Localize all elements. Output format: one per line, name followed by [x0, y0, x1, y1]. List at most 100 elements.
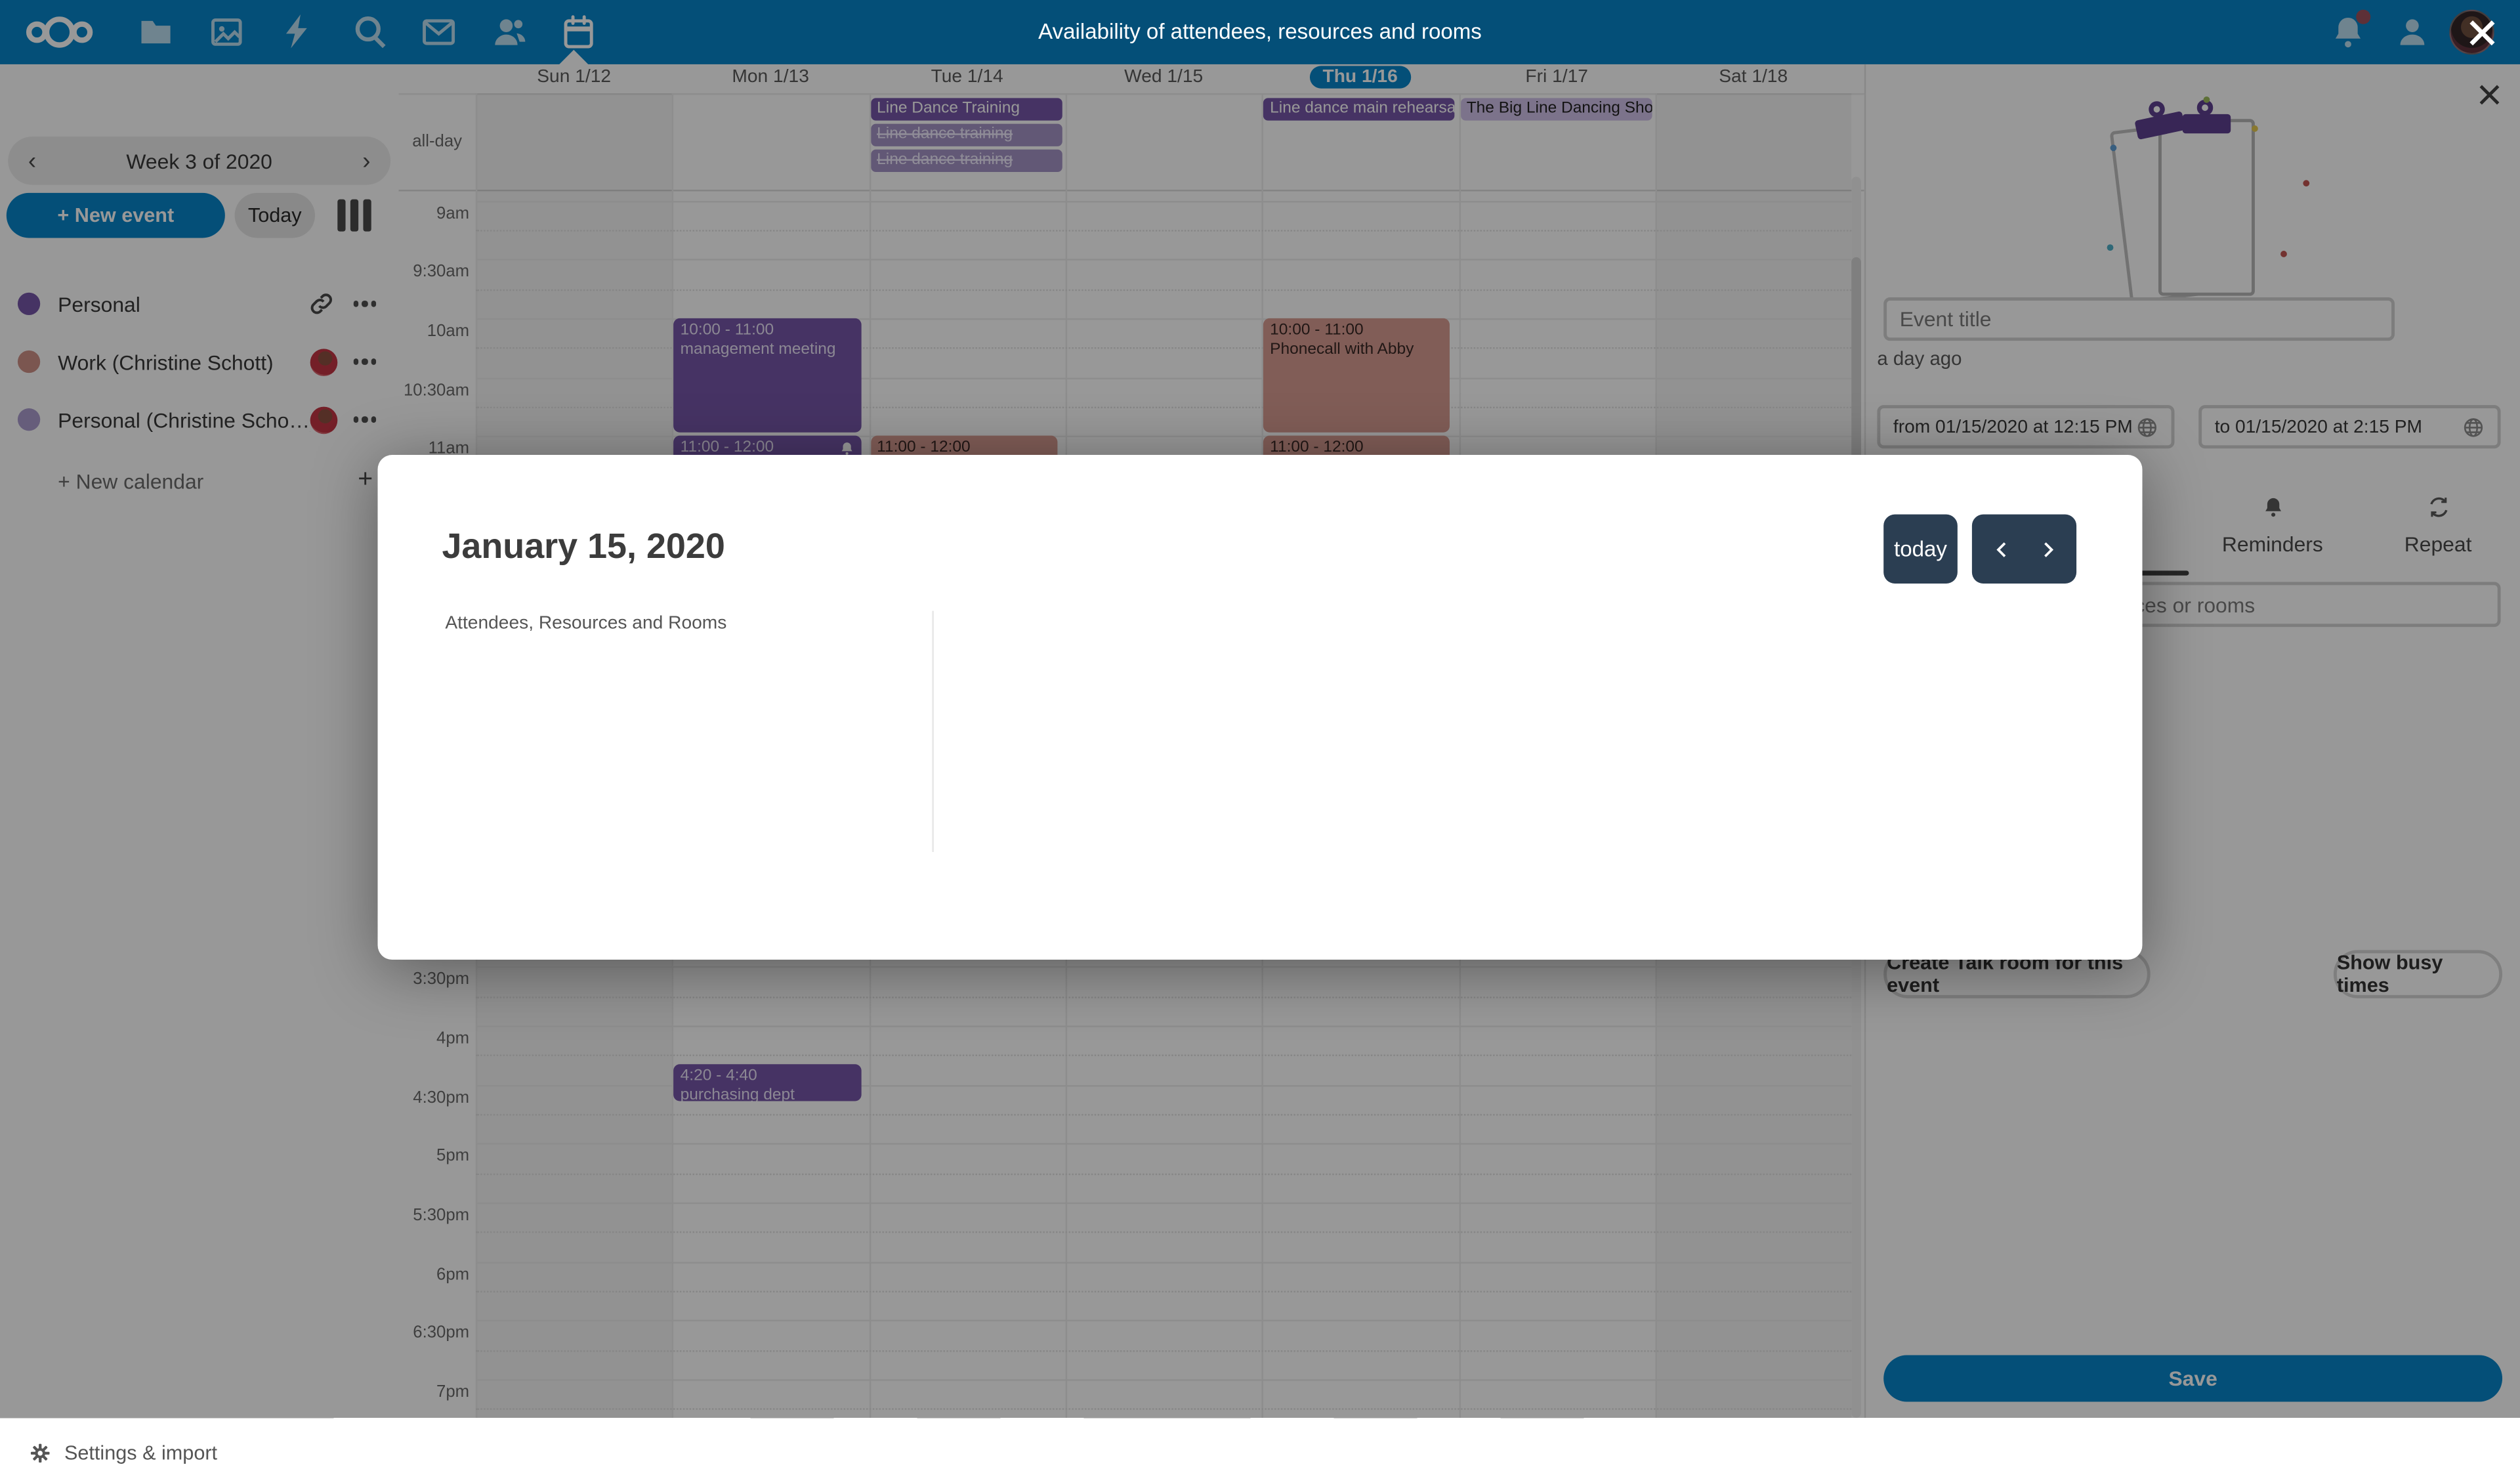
- availability-timeline[interactable]: [938, 611, 2074, 873]
- grid-line: [475, 1290, 1852, 1292]
- contacts-menu-icon[interactable]: [2393, 13, 2432, 52]
- grid-line: [475, 1143, 1852, 1145]
- search-icon[interactable]: [350, 13, 389, 52]
- new-calendar-button[interactable]: + New calendar +: [0, 463, 398, 498]
- availability-modal: January 15, 2020 today Attendees, Resour…: [377, 455, 2143, 960]
- timezone-globe-icon[interactable]: [2136, 416, 2158, 438]
- tab-repeat[interactable]: Repeat: [2358, 495, 2519, 556]
- day-header: Sun 1/12: [537, 67, 612, 87]
- attendee-column-header: Attendees, Resources and Rooms: [445, 614, 727, 633]
- save-button[interactable]: Save: [1883, 1355, 2503, 1402]
- all-day-event-chip[interactable]: Line dance main rehearsal: [1263, 98, 1456, 121]
- time-gutter-label: 5pm: [436, 1146, 470, 1166]
- chevron-right-icon[interactable]: [2036, 538, 2058, 560]
- calendar-menu-icon[interactable]: [350, 358, 379, 365]
- mail-icon[interactable]: [419, 13, 458, 52]
- grid-line: [475, 1231, 1852, 1234]
- grid-line: [475, 200, 1852, 202]
- grid-line: [475, 406, 1852, 409]
- show-busy-times-button[interactable]: Show busy times: [2333, 950, 2503, 998]
- share-link-icon[interactable]: [308, 291, 334, 316]
- event-editor-sidebar: [1864, 64, 2520, 1418]
- grid-line: [475, 1409, 1852, 1411]
- calendar-menu-icon[interactable]: [350, 301, 379, 307]
- from-datetime-value: from 01/15/2020 at 12:15 PM: [1893, 417, 2133, 437]
- today-button[interactable]: Today: [234, 192, 316, 238]
- all-day-label: all-day: [412, 131, 463, 152]
- gear-icon: [30, 1443, 50, 1463]
- photos-icon[interactable]: [207, 13, 246, 52]
- week-label[interactable]: Week 3 of 2020: [126, 148, 272, 173]
- active-app-indicator: [559, 49, 589, 64]
- timed-event[interactable]: 10:00 - 11:00 management meeting: [673, 318, 861, 433]
- activity-icon[interactable]: [280, 13, 318, 52]
- grid-line: [475, 436, 1852, 438]
- previous-week-button[interactable]: ‹: [28, 147, 37, 175]
- timezone-globe-icon[interactable]: [2462, 416, 2485, 438]
- sidebar-close-icon[interactable]: [2475, 80, 2504, 109]
- modal-close-icon[interactable]: [2466, 16, 2499, 49]
- clipboard-illustration: [2107, 96, 2316, 322]
- chevron-left-icon[interactable]: [1990, 538, 2013, 560]
- grid-line: [475, 1261, 1852, 1264]
- nextcloud-logo[interactable]: [22, 13, 96, 52]
- files-icon[interactable]: [136, 13, 175, 52]
- contacts-icon[interactable]: [490, 13, 529, 52]
- time-gutter-label: 10am: [427, 321, 470, 341]
- grid-line: [475, 377, 1852, 379]
- modal-prev-next-buttons[interactable]: [1971, 514, 2077, 584]
- all-day-event-chip[interactable]: Line dance training: [870, 149, 1062, 173]
- calendar-list-item-personal[interactable]: Personal: [0, 283, 398, 325]
- plus-icon: +: [358, 466, 373, 494]
- user-avatar[interactable]: [2449, 9, 2494, 55]
- time-gutter-label: 6pm: [436, 1264, 470, 1284]
- notification-badge: [2356, 9, 2371, 24]
- divider: [398, 93, 1864, 95]
- modal-date-title: January 15, 2020: [442, 525, 725, 566]
- modal-header-title: Availability of attendees, resources and…: [1038, 19, 1482, 44]
- day-header: Thu 1/16: [1262, 66, 1459, 93]
- grid-line: [475, 1379, 1852, 1381]
- tab-reminders[interactable]: Reminders: [2192, 495, 2353, 556]
- calendar-menu-icon[interactable]: [350, 416, 379, 423]
- to-datetime-field[interactable]: to 01/15/2020 at 2:15 PM: [2198, 405, 2501, 449]
- timed-event[interactable]: 4:20 - 4:40 purchasing dept: [673, 1065, 861, 1101]
- modal-today-button[interactable]: today: [1883, 514, 1958, 584]
- grid-line: [475, 996, 1852, 998]
- next-week-button[interactable]: ›: [362, 147, 371, 175]
- last-saved-text: a day ago: [1877, 347, 1962, 370]
- grid-line: [475, 1055, 1852, 1057]
- grid-line: [475, 1350, 1852, 1352]
- all-day-event-chip[interactable]: The Big Line Dancing Show: [1460, 98, 1652, 121]
- calendar-list-item-personal-christine[interactable]: Personal (Christine Scho…): [0, 398, 398, 440]
- grid-line: [475, 230, 1852, 232]
- left-sidebar: ‹ Week 3 of 2020 › + New event Today Per…: [0, 64, 399, 1464]
- grid-line: [475, 1025, 1852, 1027]
- top-header-bar: [0, 0, 2520, 64]
- day-header: Wed 1/15: [1124, 67, 1204, 87]
- week-view-toggle-icon[interactable]: [337, 199, 373, 232]
- all-day-event-chip[interactable]: Line Dance Training: [870, 98, 1062, 121]
- time-gutter-label: 7pm: [436, 1382, 470, 1402]
- to-datetime-value: to 01/15/2020 at 2:15 PM: [2214, 417, 2422, 437]
- event-title-input[interactable]: Event title: [1883, 297, 2395, 341]
- grid-line: [475, 1202, 1852, 1205]
- calendar-app-icon[interactable]: [559, 13, 598, 52]
- calendar-color-dot: [17, 408, 41, 431]
- from-datetime-field[interactable]: from 01/15/2020 at 12:15 PM: [1877, 405, 2175, 449]
- shared-by-avatar: [310, 348, 338, 375]
- grid-line: [475, 1320, 1852, 1322]
- day-header: Mon 1/13: [732, 67, 809, 87]
- new-event-button[interactable]: + New event: [6, 192, 225, 238]
- all-day-event-chip[interactable]: Line dance training: [870, 123, 1062, 146]
- settings-import-button[interactable]: Settings & import: [0, 1436, 398, 1471]
- calendar-color-dot: [17, 292, 41, 316]
- grid-line: [475, 966, 1852, 969]
- timed-event[interactable]: 10:00 - 11:00 Phonecall with Abby: [1263, 318, 1451, 433]
- grid-line: [475, 289, 1852, 291]
- notifications-bell-icon[interactable]: [2329, 9, 2371, 52]
- day-header: Tue 1/14: [931, 67, 1003, 87]
- calendar-list-item-work[interactable]: Work (Christine Schott): [0, 341, 398, 383]
- calendar-name: Personal: [58, 291, 140, 316]
